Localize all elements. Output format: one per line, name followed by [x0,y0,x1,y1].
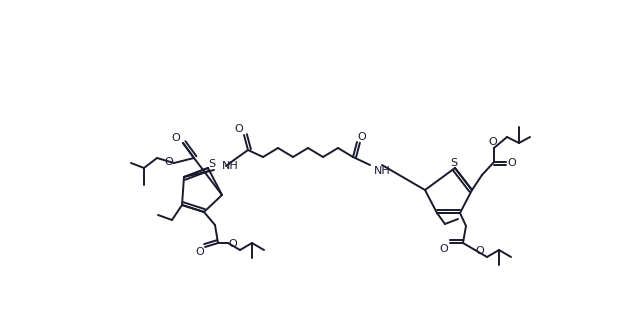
Text: O: O [476,246,484,256]
Text: O: O [172,133,180,143]
Text: NH: NH [374,166,391,176]
Text: O: O [489,137,497,147]
Text: NH: NH [222,161,239,171]
Text: O: O [358,132,366,142]
Text: O: O [196,247,204,257]
Text: O: O [229,239,238,249]
Text: O: O [165,157,173,167]
Text: O: O [508,158,516,168]
Text: S: S [209,159,215,169]
Text: S: S [450,158,458,168]
Text: O: O [234,124,243,134]
Text: O: O [440,244,449,254]
